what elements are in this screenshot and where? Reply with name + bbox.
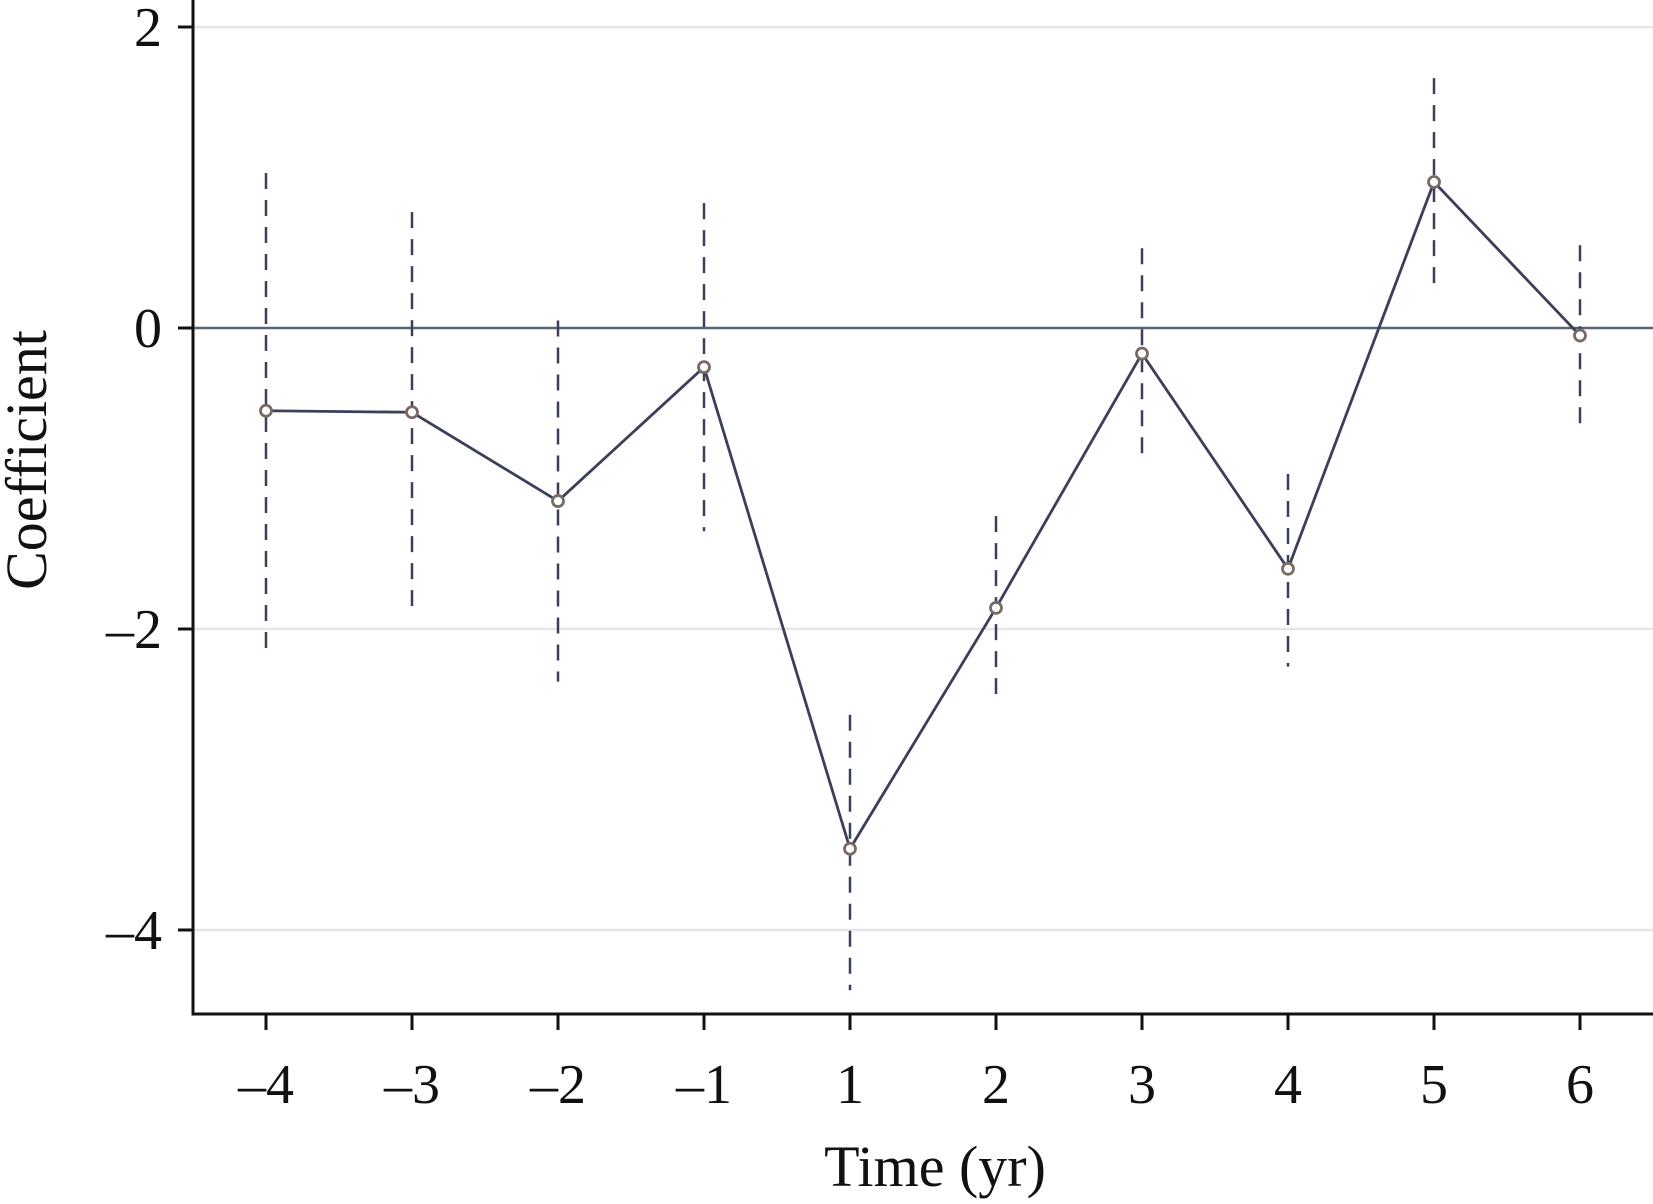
y-tick-label: –2 [105,599,162,661]
x-tick-label: 4 [1274,1054,1302,1116]
x-tick-label: –4 [237,1054,294,1116]
x-tick-label: 1 [836,1054,864,1116]
data-point-9 [1427,175,1441,189]
data-point-5 [843,841,857,856]
y-tick-label: 2 [134,0,162,59]
grid-lines [193,25,1653,932]
x-tick-label: 5 [1420,1054,1448,1116]
y-tick-label: –4 [105,900,162,962]
x-axis-ticks: –4 –3 –2 –1 1 2 3 4 5 6 [237,1014,1594,1116]
data-point-7 [1135,346,1149,361]
data-points [259,175,1587,856]
series-line [265,180,1582,851]
x-tick-label: 3 [1128,1054,1156,1116]
data-point-4 [697,360,711,375]
y-tick-label: 0 [134,298,162,360]
axes [191,0,1653,1016]
x-axis-title: Time (yr) [824,1134,1046,1199]
x-tick-label: –1 [675,1054,732,1116]
y-axis-title: Coefficient [0,330,59,590]
data-point-8 [1281,561,1295,576]
y-axis-ticks: 2 0 –2 –4 [105,0,193,962]
x-tick-label: –3 [383,1054,440,1116]
confidence-intervals [264,78,1582,991]
x-tick-label: 6 [1566,1054,1594,1116]
data-point-10 [1573,328,1587,343]
data-point-2 [405,405,419,420]
x-tick-label: –2 [529,1054,586,1116]
data-point-1 [259,403,273,418]
data-point-3 [551,494,565,508]
x-tick-label: 2 [982,1054,1010,1116]
data-point-6 [989,601,1003,615]
